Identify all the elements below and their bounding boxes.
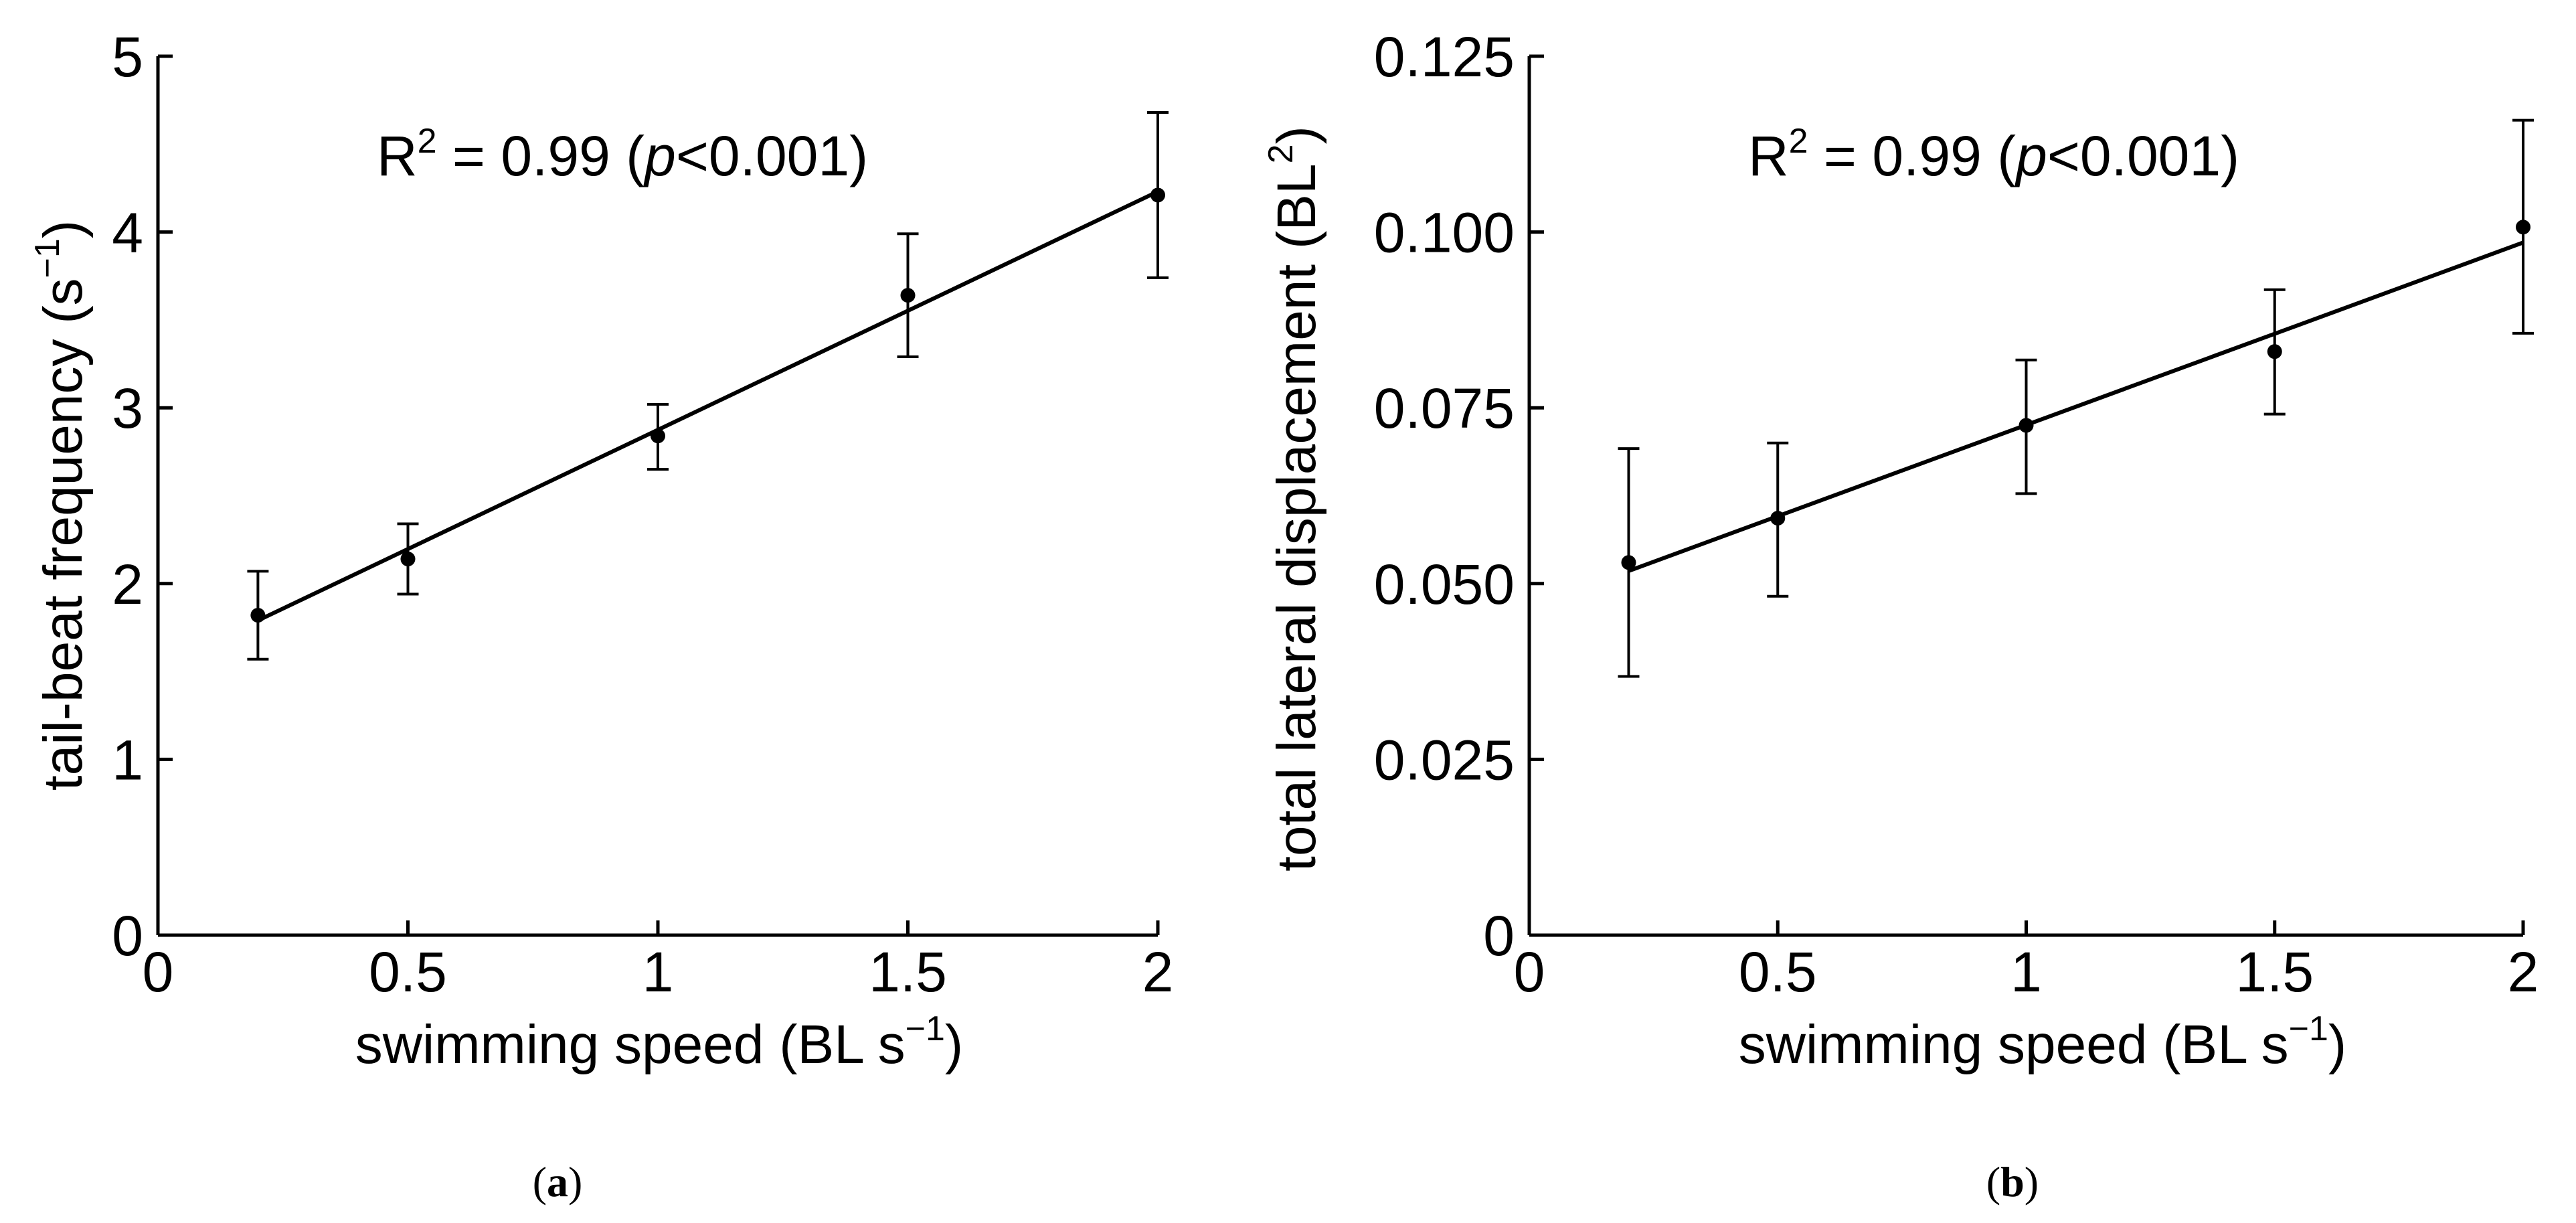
panel-a: 0 0.5 1 1.5 2 0 1 2 3 4 5 R2 = 0.99 (p<0.001) swim… — [28, 25, 1173, 1206]
data-point — [1621, 555, 1636, 570]
y-tick-label: 2 — [112, 553, 143, 616]
data-point — [2019, 418, 2034, 433]
r2-annotation-a: R2 = 0.99 (p<0.001) — [377, 122, 868, 187]
y-tick-label: 4 — [112, 201, 143, 264]
panel-label-a: (a) — [533, 1158, 583, 1206]
x-tick-label: 0.5 — [1739, 941, 1817, 1003]
data-point — [2267, 344, 2282, 359]
data-point — [1770, 511, 1786, 526]
x-axis-title-b: swimming speed (BL s−1) — [1739, 1009, 2346, 1075]
regression-line — [257, 189, 1159, 623]
y-tick-label: 0 — [1483, 904, 1515, 967]
y-tick-label: 0.100 — [1374, 201, 1515, 264]
x-tick-label: 0.5 — [369, 941, 447, 1003]
data-point — [900, 288, 916, 303]
x-tick-label: 1 — [2010, 941, 2042, 1003]
panel-label-b: (b) — [1986, 1158, 2039, 1206]
data-point — [400, 552, 416, 567]
y-tick-label: 0.075 — [1374, 377, 1515, 440]
y-tick-label: 3 — [112, 377, 143, 440]
x-tick-label: 2 — [1142, 941, 1174, 1003]
regression-line — [1628, 240, 2524, 573]
y-tick-label: 0 — [112, 904, 143, 967]
x-tick-label: 2 — [2508, 941, 2539, 1003]
x-tick-label: 0 — [1514, 941, 1545, 1003]
y-tick-label: 1 — [112, 728, 143, 791]
x-tick-label: 1.5 — [869, 941, 947, 1003]
plot-area-b: 0 0.5 1 1.5 2 0 0.025 0.050 0.075 0.100 0.125 — [1374, 25, 2539, 1003]
data-point — [250, 608, 266, 623]
y-axis-title-a: tail-beat frequency (s−1) — [28, 220, 94, 791]
y-tick-label: 0.050 — [1374, 553, 1515, 616]
r2-annotation-b: R2 = 0.99 (p<0.001) — [1748, 122, 2239, 187]
x-axis-title-a: swimming speed (BL s−1) — [355, 1009, 963, 1075]
data-point — [651, 428, 665, 444]
y-tick-label: 0.125 — [1374, 25, 1515, 88]
data-point — [1150, 187, 1165, 203]
plot-area-a: 0 0.5 1 1.5 2 0 1 2 3 4 5 — [112, 25, 1173, 1003]
x-tick-label: 0 — [143, 941, 174, 1003]
y-tick-label: 5 — [112, 25, 143, 88]
y-tick-label: 0.025 — [1374, 728, 1515, 791]
panel-b: 0 0.5 1 1.5 2 0 0.025 0.050 0.075 0.100 0.125 R2 =… — [1262, 25, 2539, 1206]
data-point — [2516, 220, 2530, 235]
y-axis-title-b: total lateral displacement (BL2) — [1262, 126, 1327, 872]
x-tick-label: 1.5 — [2235, 941, 2314, 1003]
x-tick-label: 1 — [642, 941, 674, 1003]
